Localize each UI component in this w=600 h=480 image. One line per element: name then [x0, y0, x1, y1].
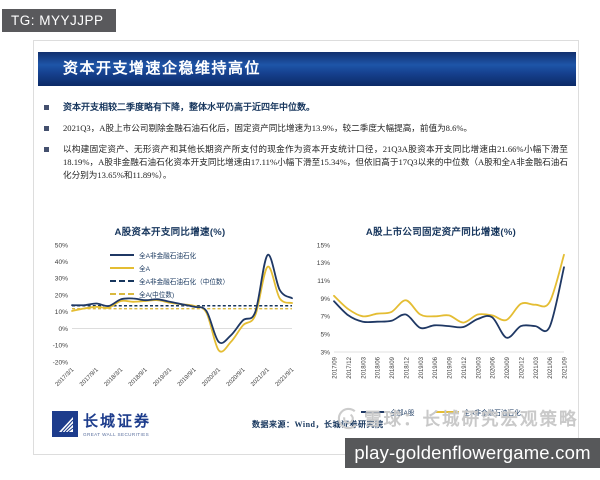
y-axis-tick-label: 20%	[55, 292, 68, 299]
y-axis-tick-label: 7%	[320, 314, 330, 321]
legend-item: 全A非金融石油石化	[110, 250, 229, 260]
legend-line-sample	[361, 411, 386, 413]
charts-row: A股资本开支同比增速(%) 50% 40% 30% 20% 10% 0% -10% -20% 2…	[36, 224, 578, 417]
y-axis-tick-label: 5%	[320, 331, 330, 338]
capex-yoy-chart: A股资本开支同比增速(%) 50% 40% 30% 20% 10% 0% -10% -20% 2…	[36, 224, 304, 417]
bullet-text: 以构建固定资产、无形资产和其他长期资产所支付的现金作为资本开支统计口径，21Q3…	[63, 144, 568, 180]
y-axis-tick-label: 9%	[320, 296, 330, 303]
company-logo: 长城证券 GREAT WALL SECURITIES	[52, 410, 151, 437]
domain-text: play-goldenflowergame.com	[354, 442, 591, 463]
x-axis-tick-label: 2021/03	[534, 356, 540, 378]
tg-watermark-tag: TG: MYYJJPP	[2, 9, 116, 32]
bullet-square-icon	[44, 126, 49, 131]
bullet-item: 2021Q3，A股上市公司剔除金融石油石化后，固定资产同比增速为13.9%，较二…	[42, 122, 568, 135]
fixed-asset-yoy-chart: A股上市公司固定资产同比增速(%) 15% 13% 11% 9% 7% 5% 3% 2017/…	[304, 224, 578, 417]
legend-label: 全A非金融石油石化	[139, 253, 197, 260]
legend-label: 全A(中位数)	[139, 292, 175, 299]
legend-label: 全A	[139, 266, 150, 273]
domain-overlay-banner: play-goldenflowergame.com	[345, 438, 600, 468]
x-axis-tick-label: 2018/03	[361, 356, 367, 378]
y-axis-tick-label: 50%	[55, 242, 68, 249]
x-axis-tick-label: 2020/12	[519, 356, 525, 378]
slide-title-bar: 资本开支增速企稳维持高位	[38, 52, 576, 86]
data-series-line	[333, 266, 565, 339]
page-title: 资本开支增速企稳维持高位	[63, 60, 262, 77]
legend-label: 全A非金融石油石化	[463, 410, 521, 417]
x-axis-tick-label: 2020/09	[505, 356, 511, 378]
bullet-list: 资本开支相较二季度略有下降，整体水平仍高于近四年中位数。 2021Q3，A股上市…	[42, 101, 568, 190]
legend-item: 全部A股	[361, 407, 415, 417]
chart-legend: 全部A股 全A非金融石油石化	[304, 407, 578, 417]
bullet-item: 资本开支相较二季度略有下降，整体水平仍高于近四年中位数。	[42, 101, 568, 114]
greatwall-logo-icon	[52, 410, 78, 437]
xueqiu-snowball-icon	[337, 407, 360, 430]
x-axis-tick-label: 2020/06	[491, 356, 497, 378]
legend-item: 全A非金融石油石化（中位数）	[110, 276, 229, 286]
y-axis-tick-label: 15%	[317, 242, 330, 249]
x-axis-tick-label: 2021/3/1	[250, 367, 271, 388]
slide-background	[33, 40, 579, 455]
x-axis-tick-label: 2020/3/1	[201, 367, 222, 388]
logo-en-text: GREAT WALL SECURITIES	[83, 432, 150, 437]
x-axis-tick-label: 2018/09	[390, 356, 396, 378]
x-axis-tick-label: 2017/3/1	[55, 367, 76, 388]
legend-item: 全A	[110, 263, 229, 273]
legend-line-sample	[110, 280, 134, 282]
xueqiu-watermark-text: 雪球：长城研究宏观策略	[364, 409, 579, 429]
x-axis-tick-label: 2019/12	[462, 356, 468, 378]
legend-line-sample	[434, 411, 459, 413]
legend-label: 全A非金融石油石化（中位数）	[139, 279, 230, 286]
bullet-text: 资本开支相较二季度略有下降，整体水平仍高于近四年中位数。	[63, 102, 316, 112]
x-axis-tick-label: 2019/09	[448, 356, 454, 378]
x-axis-tick-label: 2019/06	[433, 356, 439, 378]
chart-legend: 全A非金融石油石化 全A 全A非金融石油石化（中位数） 全A(中位数)	[110, 250, 229, 299]
chart-title: A股资本开支同比增速(%)	[114, 227, 226, 238]
bullet-square-icon	[44, 147, 49, 152]
legend-line-sample	[110, 267, 134, 269]
x-axis-tick-label: 2021/09	[563, 356, 569, 378]
x-axis-tick-label: 2018/9/1	[128, 367, 149, 388]
legend-line-sample	[110, 293, 134, 295]
logo-cn-text: 长城证券	[83, 414, 152, 430]
legend-label: 全部A股	[390, 410, 415, 417]
legend-item: 全A(中位数)	[110, 289, 229, 299]
data-source-note: 数据来源：Wind，长城证券研究院	[252, 420, 384, 429]
y-axis-tick-label: 11%	[317, 278, 330, 285]
x-axis-tick-label: 2017/09	[333, 356, 339, 378]
x-axis-tick-label: 2018/12	[404, 356, 410, 378]
y-axis-tick-label: 40%	[55, 259, 68, 266]
y-axis-tick-label: 13%	[317, 260, 330, 267]
bullet-item: 以构建固定资产、无形资产和其他长期资产所支付的现金作为资本开支统计口径，21Q3…	[42, 143, 568, 182]
y-axis-tick-label: 0%	[58, 326, 68, 333]
x-axis-tick-label: 2018/06	[376, 356, 382, 378]
x-axis-tick-label: 2019/03	[419, 356, 425, 378]
data-series-line	[333, 253, 565, 324]
fixed-asset-growth-line-chart: 15% 13% 11% 9% 7% 5% 3%2017/09 2017/12 2018/03 20…	[317, 242, 569, 378]
x-axis-tick-label: 2019/3/1	[152, 367, 173, 388]
x-axis-tick-label: 2019/9/1	[177, 367, 198, 388]
x-axis-tick-label: 2020/03	[476, 356, 482, 378]
x-axis-tick-label: 2020/9/1	[226, 367, 247, 388]
x-axis-tick-label: 2017/12	[347, 356, 353, 378]
y-axis-tick-label: 3%	[320, 349, 330, 356]
xueqiu-watermark: 雪球：长城研究宏观策略	[337, 406, 579, 431]
x-axis-tick-label: 2021/9/1	[275, 367, 296, 388]
chart-title: A股上市公司固定资产同比增速(%)	[365, 227, 517, 238]
bullet-square-icon	[44, 105, 49, 110]
y-axis-tick-label: 10%	[55, 309, 68, 316]
capex-growth-line-chart: 50% 40% 30% 20% 10% 0% -10% -20%2017/3/1 2017/9/…	[53, 242, 296, 388]
y-axis-tick-label: 30%	[55, 276, 68, 283]
y-axis-tick-label: -20%	[53, 359, 69, 366]
legend-item: 全A非金融石油石化	[434, 407, 521, 417]
x-axis-tick-label: 2021/06	[548, 356, 554, 378]
x-axis-tick-label: 2017/9/1	[79, 367, 100, 388]
legend-line-sample	[110, 254, 134, 256]
data-series-line	[71, 254, 293, 344]
y-axis-tick-label: -10%	[53, 343, 69, 350]
x-axis-tick-label: 2018/3/1	[104, 367, 125, 388]
bullet-text: 2021Q3，A股上市公司剔除金融石油石化后，固定资产同比增速为13.9%，较二…	[63, 123, 473, 133]
tg-tag-text: TG: MYYJJPP	[11, 13, 104, 28]
